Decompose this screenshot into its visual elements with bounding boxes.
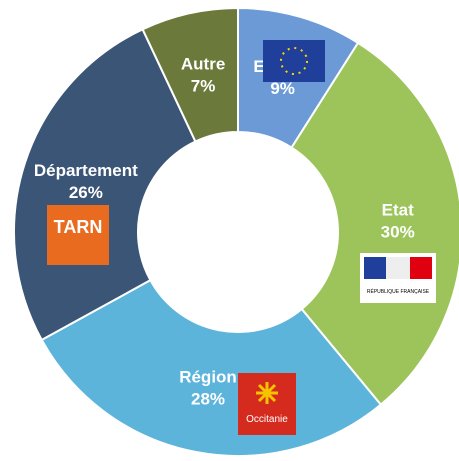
stars <box>280 47 308 75</box>
slice <box>40 278 383 457</box>
slice-label: Etat <box>382 200 414 219</box>
tarn-logo: TARN <box>47 205 109 265</box>
slice <box>290 41 459 407</box>
eu-flag <box>263 40 325 82</box>
value-label: 7% <box>191 76 216 95</box>
cross <box>256 382 278 404</box>
slice-label: Autre <box>181 54 225 73</box>
logo-box <box>47 205 109 265</box>
slice <box>141 6 239 143</box>
marianne-logo: RÉPUBLIQUE FRANÇAISE <box>360 253 436 303</box>
logo-text: TARN <box>54 217 103 237</box>
value-label: 9% <box>270 79 295 98</box>
blue <box>364 257 386 279</box>
slice-label: Département <box>34 161 138 180</box>
white <box>386 257 410 279</box>
logo-text: Occitanie <box>246 414 288 425</box>
slice-label: Région <box>179 368 237 387</box>
occitanie-logo: Occitanie <box>238 373 296 435</box>
value-label: 28% <box>191 390 225 409</box>
value-label: 30% <box>381 222 415 241</box>
flag <box>263 40 325 82</box>
logo-text: RÉPUBLIQUE FRANÇAISE <box>367 288 430 295</box>
value-label: 26% <box>69 183 103 202</box>
red <box>410 257 432 279</box>
